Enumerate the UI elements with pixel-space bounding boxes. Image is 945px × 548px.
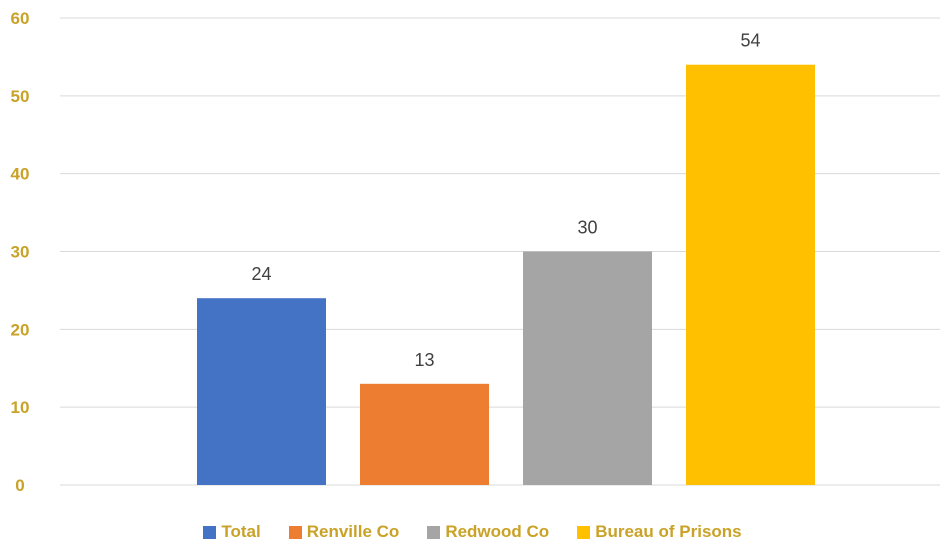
bar-bureau-of-prisons <box>686 64 815 485</box>
y-tick-label-0: 0 <box>15 476 24 495</box>
data-label-redwood-co: 30 <box>577 218 597 238</box>
bar-redwood-co <box>523 251 652 485</box>
legend-label-total: Total <box>221 522 261 541</box>
bar-total <box>197 298 326 485</box>
y-tick-label-50: 50 <box>11 87 30 106</box>
legend-item-total: Total <box>203 522 261 542</box>
legend-swatch-bureau-of-prisons <box>577 525 591 539</box>
data-label-total: 24 <box>251 264 271 284</box>
legend-item-bureau-of-prisons: Bureau of Prisons <box>577 522 742 542</box>
legend-swatch-total <box>203 525 217 539</box>
y-tick-label-10: 10 <box>11 398 30 417</box>
bar-renville-co <box>360 383 489 485</box>
data-labels: 24 13 30 54 <box>251 31 760 370</box>
y-tick-label-30: 30 <box>11 243 30 262</box>
bars <box>197 64 815 485</box>
legend: Total Renville Co Redwood Co Bureau of P… <box>0 522 945 542</box>
legend-label-redwood-co: Redwood Co <box>445 522 550 541</box>
legend-item-renville-co: Renville Co <box>288 522 400 542</box>
legend-swatch-redwood-co <box>427 525 441 539</box>
legend-swatch-renville-co <box>288 525 302 539</box>
data-label-bureau-of-prisons: 54 <box>740 31 760 51</box>
y-tick-label-40: 40 <box>11 165 30 184</box>
legend-item-redwood-co: Redwood Co <box>427 522 549 542</box>
legend-label-renville-co: Renville Co <box>306 522 400 541</box>
data-label-renville-co: 13 <box>414 350 434 370</box>
legend-label-bureau-of-prisons: Bureau of Prisons <box>595 522 742 541</box>
y-axis-ticks: 0 10 20 30 40 50 60 <box>11 9 30 495</box>
y-tick-label-60: 60 <box>11 9 30 28</box>
y-tick-label-20: 20 <box>11 320 30 339</box>
